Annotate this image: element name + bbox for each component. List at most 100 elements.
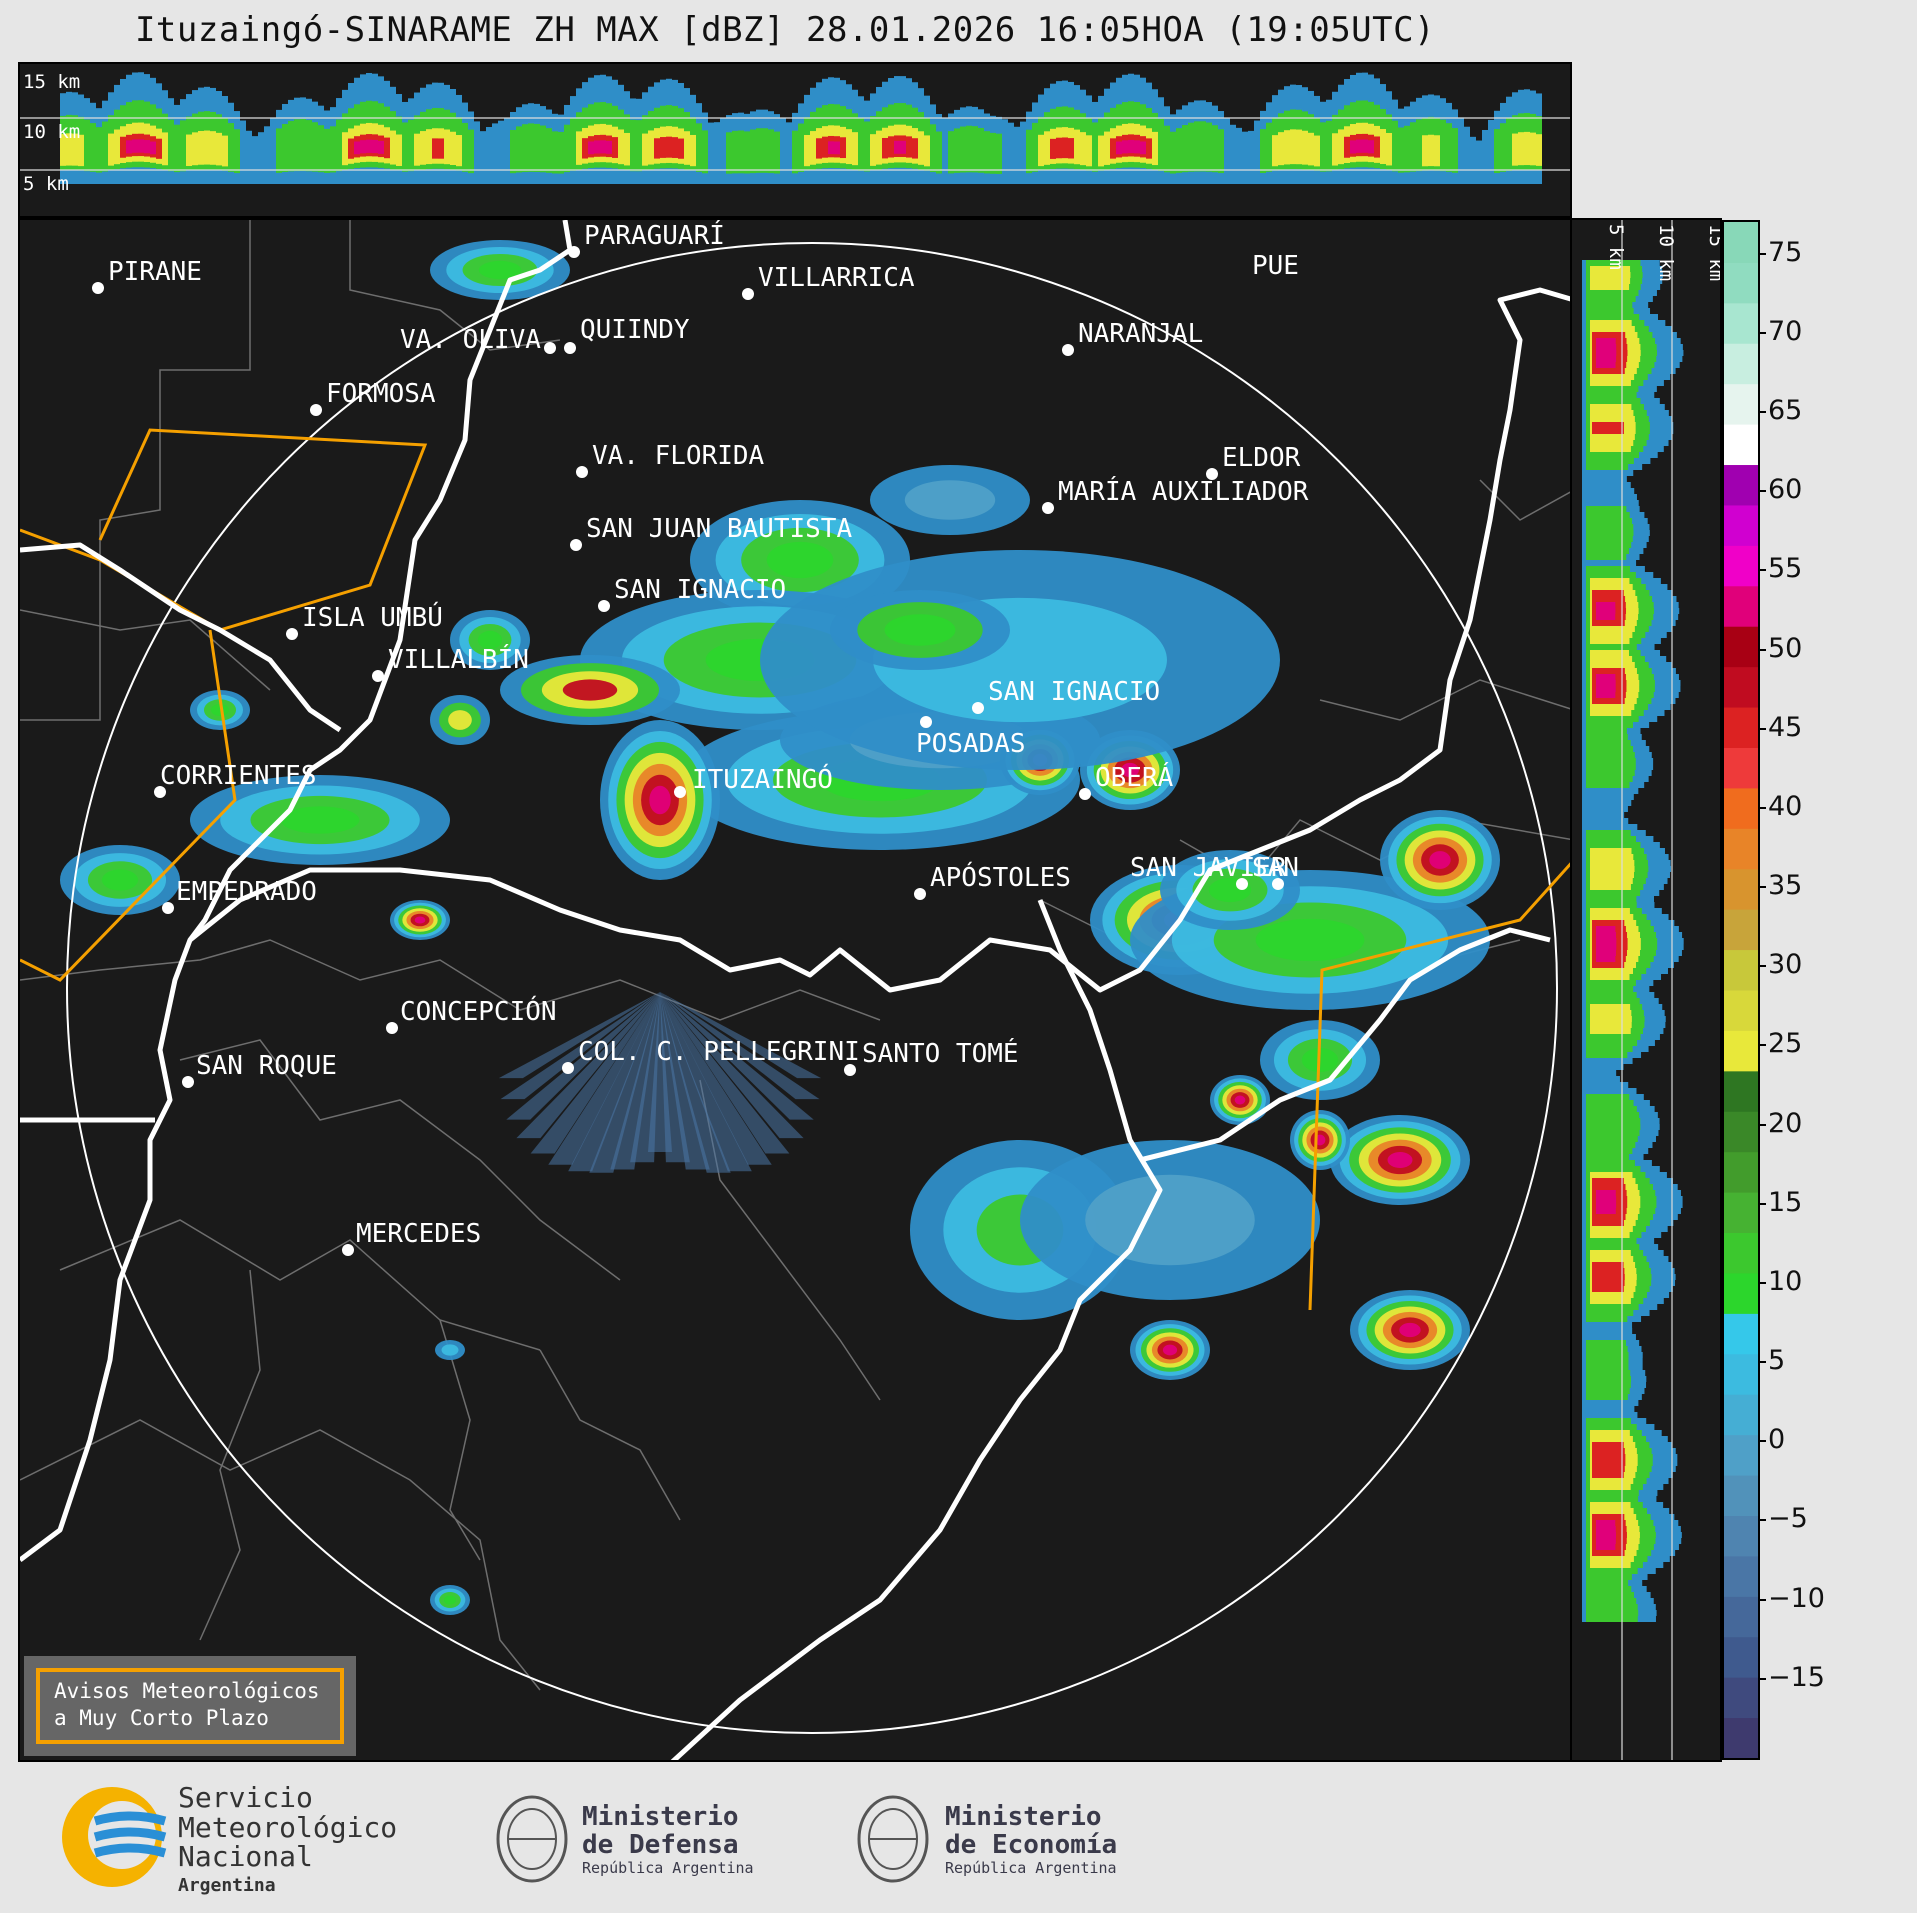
profile-column	[864, 121, 870, 172]
profile-row	[1592, 1262, 1624, 1268]
profile-column	[1194, 121, 1200, 172]
profile-row	[1590, 974, 1630, 980]
profile-column	[828, 141, 834, 155]
profile-column	[438, 138, 444, 159]
profile-row	[1592, 1442, 1624, 1448]
profile-column	[678, 138, 684, 159]
echo-cell	[477, 630, 503, 650]
profile-column	[960, 126, 966, 173]
profile-column	[1200, 121, 1206, 172]
profile-column	[606, 140, 612, 154]
profile-row	[1586, 464, 1629, 470]
profile-row	[1590, 584, 1633, 590]
profile-column	[1068, 138, 1074, 159]
colorbar	[1722, 220, 1760, 1760]
profile-column	[1518, 132, 1524, 166]
profile-column	[444, 129, 450, 165]
profile-column	[1158, 118, 1164, 171]
profile-column	[1062, 137, 1068, 159]
economia-line1: Ministerio	[945, 1802, 1102, 1832]
profile-row	[1586, 728, 1627, 734]
profile-row	[1586, 1394, 1628, 1400]
profile-row	[1586, 1364, 1629, 1370]
profile-row	[1586, 398, 1641, 404]
profile-column	[810, 131, 816, 165]
profile-column	[138, 139, 144, 153]
colorbar-tick-label: 50	[1768, 632, 1803, 664]
profile-column	[780, 117, 786, 184]
profile-row	[1586, 1304, 1639, 1310]
profile-row	[1590, 1256, 1634, 1262]
profile-column	[948, 131, 954, 174]
city-label: CONCEPCIÓN	[400, 995, 557, 1027]
profile-column	[870, 134, 876, 166]
profile-row	[1590, 404, 1632, 410]
profile-column	[798, 123, 804, 172]
profile-row	[1586, 1100, 1634, 1106]
echo-cell	[448, 710, 472, 730]
profile-row	[1590, 1232, 1630, 1238]
profile-row	[1582, 560, 1637, 566]
profile-column	[714, 122, 720, 184]
colorbar-tick-label: 60	[1768, 474, 1803, 506]
profile-row	[1586, 746, 1634, 752]
colorbar-band	[1724, 343, 1758, 385]
profile-row	[1582, 1082, 1629, 1088]
profile-row	[1586, 452, 1639, 458]
profile-column	[744, 131, 750, 174]
profile-row	[1586, 782, 1630, 788]
profile-column	[738, 130, 744, 174]
echo-cell	[1085, 1174, 1255, 1266]
profile-row	[1590, 968, 1633, 974]
profile-row	[1586, 458, 1634, 464]
profile-column	[1008, 122, 1014, 184]
profile-row	[1582, 818, 1629, 824]
profile-column	[306, 120, 312, 172]
smn-line4: Argentina	[178, 1875, 276, 1896]
profile-row	[1590, 284, 1630, 290]
profile-column	[1380, 129, 1386, 165]
profile-column	[414, 133, 420, 166]
profile-row	[1582, 1412, 1638, 1418]
profile-column	[312, 122, 318, 172]
city-marker	[386, 1022, 398, 1034]
profile-column	[1140, 141, 1146, 155]
profile-row	[1586, 524, 1634, 530]
profile-row	[1596, 956, 1616, 962]
city-label: SAN JAVIER	[1130, 853, 1287, 883]
warning-box[interactable]: Avisos Meteorológicos a Muy Corto Plazo	[24, 1656, 356, 1756]
profile-column	[1500, 123, 1506, 172]
side-profile-svg: 5 km 10 km 15 km	[1582, 220, 1720, 1760]
profile-column	[210, 131, 216, 165]
city-marker	[674, 786, 686, 798]
profile-column	[858, 118, 864, 171]
profile-row	[1590, 266, 1631, 272]
profile-column	[348, 138, 354, 159]
profile-column	[516, 126, 522, 173]
colorbar-band	[1724, 626, 1758, 668]
profile-row	[1586, 1418, 1631, 1424]
echo-clutter	[500, 992, 660, 1100]
profile-column	[888, 136, 894, 158]
colorbar-tick-label: 35	[1768, 870, 1803, 902]
profile-row	[1590, 1430, 1630, 1436]
profile-column	[1038, 134, 1044, 167]
profile-row	[1586, 1046, 1633, 1052]
colorbar-band	[1724, 585, 1758, 627]
profile-row	[1592, 422, 1624, 428]
profile-column	[336, 119, 342, 172]
colorbar-tick	[1760, 1677, 1766, 1680]
echo-clutter	[610, 992, 660, 1170]
profile-column	[300, 119, 306, 172]
profile-column	[882, 137, 888, 159]
profile-column	[96, 127, 102, 173]
echo-clutter	[589, 992, 660, 1173]
profile-row	[1590, 1502, 1631, 1508]
profile-row	[1590, 662, 1635, 668]
city-marker	[568, 246, 580, 258]
profile-row	[1582, 470, 1634, 476]
profile-column	[1272, 135, 1278, 167]
profile-column	[456, 135, 462, 167]
profile-column	[1086, 135, 1092, 167]
profile-column	[1374, 136, 1380, 158]
